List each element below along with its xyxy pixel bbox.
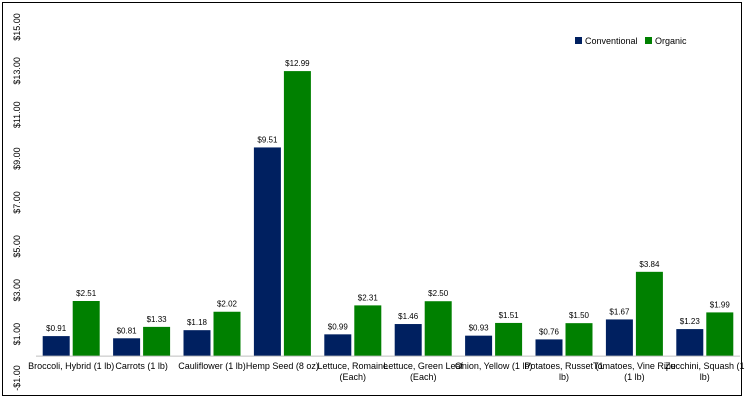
bar-organic (635, 271, 663, 357)
category-label: Lettuce, Romaine (Each) (318, 361, 389, 382)
data-label: $1.99 (710, 300, 731, 309)
legend-swatch-organic (645, 37, 652, 44)
y-tick-label: $9.00 (12, 147, 22, 170)
category-label: Carrots (1 lb) (115, 361, 168, 371)
y-tick-label: $11.00 (12, 101, 22, 128)
category-label: Broccoli, Hybrid (1 lb) (28, 361, 114, 371)
data-label: $3.84 (639, 260, 660, 269)
bar-conventional (42, 336, 70, 357)
bar-conventional (183, 330, 211, 357)
bar-organic (283, 71, 311, 357)
data-label: $9.51 (257, 135, 278, 144)
bar-conventional (676, 329, 704, 357)
data-labels-layer: $0.91 $2.51 $0.81 $1.33 $1.18 $2.02 $9.51 $12.9… (46, 59, 730, 336)
data-label: $2.31 (358, 293, 379, 302)
data-label: $2.51 (76, 289, 97, 298)
bars-layer (42, 71, 734, 357)
data-label: $0.99 (328, 322, 349, 331)
data-label: $1.46 (398, 312, 419, 321)
bar-conventional (113, 338, 141, 357)
bar-organic (72, 300, 100, 357)
data-label: $2.02 (217, 300, 238, 309)
legend-swatch-conventional (575, 37, 582, 44)
bar-organic (143, 326, 171, 357)
bar-conventional (535, 339, 563, 357)
data-label: $1.50 (569, 311, 590, 320)
category-label: Cauliflower (1 lb) (178, 361, 246, 371)
y-tick-label: -$1.00 (12, 365, 22, 391)
y-tick-label: $1.00 (12, 323, 22, 346)
legend: Conventional Organic (575, 36, 687, 46)
bar-organic (706, 312, 734, 357)
bar-organic (354, 305, 382, 357)
data-label: $0.81 (117, 326, 138, 335)
category-label: Onion, Yellow (1 lb) (455, 361, 533, 371)
bar-organic (495, 322, 523, 357)
bar-conventional (605, 319, 633, 357)
bar-conventional (253, 147, 281, 357)
category-label: Lettuce, Green Leaf (Each) (383, 361, 463, 382)
data-label: $1.23 (680, 317, 701, 326)
data-label: $12.99 (285, 59, 310, 68)
y-tick-label: $5.00 (12, 235, 22, 258)
bar-conventional (465, 335, 493, 357)
category-label: Potatoes, Russet (1 lb) (524, 361, 603, 382)
y-tick-label: $15.00 (12, 13, 22, 41)
data-label: $1.51 (499, 311, 520, 320)
data-label: $1.33 (147, 315, 168, 324)
bar-organic (565, 323, 593, 357)
data-label: $1.67 (609, 307, 630, 316)
data-label: $0.91 (46, 324, 67, 333)
category-labels-layer: Broccoli, Hybrid (1 lb) Carrots (1 lb) Cau… (28, 361, 744, 382)
data-label: $1.18 (187, 318, 208, 327)
y-tick-label: $13.00 (12, 57, 22, 85)
data-label: $2.50 (428, 289, 449, 298)
y-tick-label: $3.00 (12, 279, 22, 302)
bar-conventional (394, 324, 422, 357)
data-label: $0.93 (469, 324, 490, 333)
bar-conventional (324, 334, 352, 357)
y-axis: -$1.00 $1.00 $3.00 $5.00 $7.00 $9.00 $11.00 $13… (12, 13, 22, 391)
bar-organic (424, 301, 452, 357)
category-label: Hemp Seed (8 oz) (246, 361, 319, 371)
legend-label-conventional: Conventional (585, 36, 638, 46)
bar-organic (213, 311, 241, 357)
y-tick-label: $7.00 (12, 191, 22, 214)
category-label: Tomatoes, Vine Ripe (1 lb) (593, 361, 676, 382)
category-label: Zucchini, Squash (1 lb) (665, 361, 745, 382)
data-label: $0.76 (539, 327, 560, 336)
legend-label-organic: Organic (655, 36, 687, 46)
